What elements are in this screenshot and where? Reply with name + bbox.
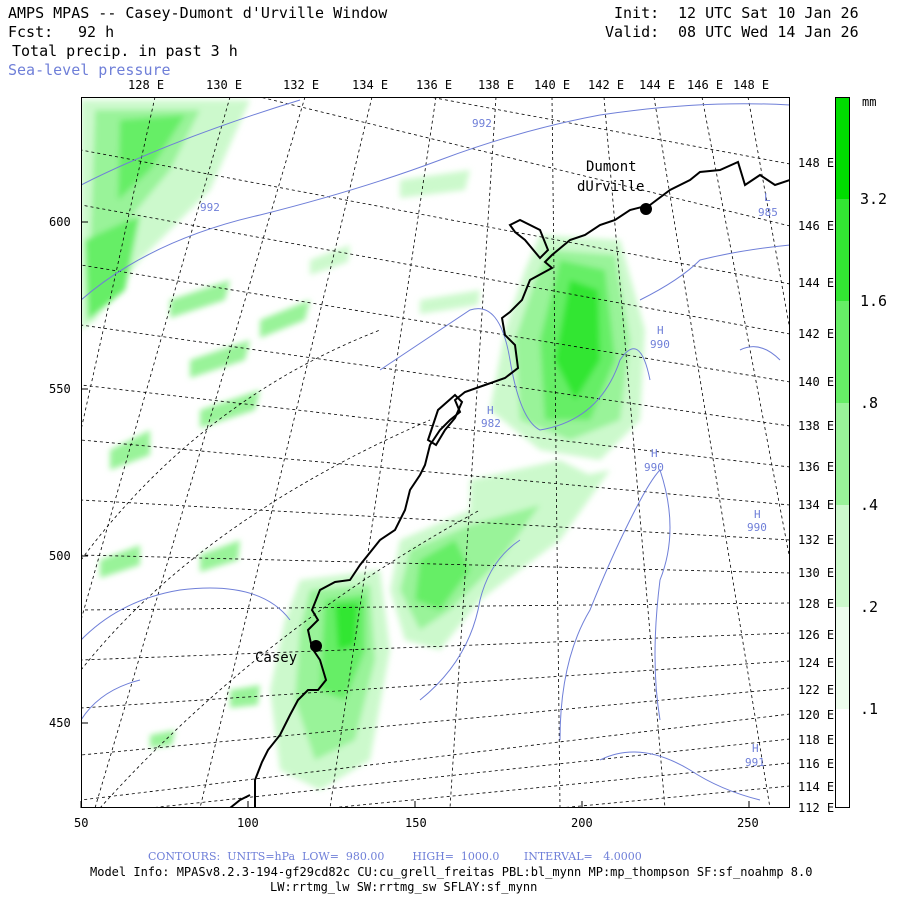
- x-tick-label: 50: [74, 816, 89, 830]
- top-lon-label: 142 E: [588, 78, 625, 92]
- right-lon-label: 114 E: [798, 780, 835, 794]
- top-lon-label: 128 E: [128, 78, 165, 92]
- map-title: AMPS MPAS -- Casey-Dumont d'Urville Wind…: [8, 4, 388, 22]
- top-lon-label: 134 E: [352, 78, 389, 92]
- high-marker: H: [754, 508, 761, 521]
- top-lon-label: 132 E: [283, 78, 320, 92]
- right-lon-label: 128 E: [798, 597, 835, 611]
- right-lon-label: 132 E: [798, 533, 835, 547]
- x-tick-label: 150: [405, 816, 427, 830]
- station-label-dumont: Dumont: [586, 159, 637, 175]
- legend-unit: mm: [862, 95, 877, 109]
- plot-area: [81, 97, 790, 808]
- right-lon-label: 134 E: [798, 498, 835, 512]
- right-lon-label: 122 E: [798, 683, 835, 697]
- plot-frame: [81, 97, 790, 808]
- top-lon-label: 138 E: [478, 78, 515, 92]
- valid-label: Valid:: [605, 23, 660, 41]
- pressure-label: 991: [745, 756, 765, 769]
- right-lon-label: 112 E: [798, 801, 835, 815]
- high-marker: H: [657, 324, 664, 337]
- low-marker: L: [764, 191, 771, 204]
- high-marker: H: [487, 404, 494, 417]
- high-marker: H: [752, 742, 759, 755]
- pressure-label: 990: [650, 338, 670, 351]
- pressure-label: 985: [758, 206, 778, 219]
- top-lon-label: 130 E: [206, 78, 243, 92]
- right-lon-label: 144 E: [798, 276, 835, 290]
- dumont-durville-station-marker: [640, 203, 652, 215]
- right-lon-label: 136 E: [798, 460, 835, 474]
- right-lon-label: 118 E: [798, 733, 835, 747]
- valid-time: 08 UTC Wed 14 Jan 26: [678, 23, 859, 41]
- forecast-hours: 92 h: [78, 23, 115, 41]
- right-lon-label: 124 E: [798, 656, 835, 670]
- right-lon-label: 142 E: [798, 327, 835, 341]
- x-tick-label: 100: [237, 816, 259, 830]
- legend-swatch: [835, 709, 850, 808]
- model-info-2: LW:rrtmg_lw SW:rrtmg_sw SFLAY:sf_mynn: [270, 880, 538, 894]
- pressure-label: 992: [472, 117, 492, 130]
- overlay-name: Sea-level pressure: [8, 61, 171, 79]
- right-lon-label: 120 E: [798, 708, 835, 722]
- legend-level-label: .1: [860, 700, 879, 718]
- legend-swatch: [835, 403, 850, 505]
- legend-swatch: [835, 199, 850, 301]
- init-label: Init:: [614, 4, 660, 22]
- legend-swatch: [835, 607, 850, 709]
- right-lon-label: 148 E: [798, 156, 835, 170]
- graticule: [81, 97, 790, 808]
- init-time: 12 UTC Sat 10 Jan 26: [678, 4, 859, 22]
- forecast-label: Fcst:: [8, 23, 54, 41]
- field-name: Total precip. in past 3 h: [12, 42, 238, 60]
- precip-shading: [81, 100, 645, 790]
- legend-swatch: [835, 301, 850, 403]
- top-lon-label: 148 E: [733, 78, 770, 92]
- legend-swatch: [835, 505, 850, 607]
- pressure-contours: [81, 99, 790, 801]
- casey-station-marker: [310, 640, 322, 652]
- y-tick-label: 450: [49, 716, 71, 730]
- top-lon-label: 140 E: [534, 78, 571, 92]
- station-label-casey: Casey: [255, 650, 298, 666]
- pressure-label: 982: [481, 417, 501, 430]
- pressure-label: 992: [200, 201, 220, 214]
- x-tick-label: 200: [571, 816, 593, 830]
- high-marker: H: [651, 447, 658, 460]
- top-lon-label: 144 E: [639, 78, 676, 92]
- legend-level-label: 1.6: [860, 292, 888, 310]
- right-lon-label: 130 E: [798, 566, 835, 580]
- x-tick-label: 250: [737, 816, 759, 830]
- legend-level-label: .4: [860, 496, 879, 514]
- coastline: [229, 160, 790, 808]
- y-tick-label: 550: [49, 382, 71, 396]
- station-label-durville: dUrville: [577, 179, 645, 195]
- right-lon-label: 146 E: [798, 219, 835, 233]
- contour-info: CONTOURS: UNITS=hPa LOW= 980.00 HIGH= 10…: [148, 850, 642, 863]
- pressure-label: 990: [747, 521, 767, 534]
- legend-level-label: .2: [860, 598, 879, 616]
- right-lon-label: 126 E: [798, 628, 835, 642]
- top-lon-label: 146 E: [687, 78, 724, 92]
- right-lon-label: 138 E: [798, 419, 835, 433]
- pressure-label: 990: [644, 461, 664, 474]
- top-lon-label: 136 E: [416, 78, 453, 92]
- right-lon-label: 140 E: [798, 375, 835, 389]
- right-lon-label: 116 E: [798, 757, 835, 771]
- y-tick-label: 500: [49, 549, 71, 563]
- model-info: Model Info: MPASv8.2.3-194-gf29cd82c CU:…: [90, 865, 813, 879]
- legend-level-label: 3.2: [860, 190, 888, 208]
- y-tick-label: 600: [49, 215, 71, 229]
- legend-level-label: .8: [860, 394, 879, 412]
- legend-swatch: [835, 97, 850, 199]
